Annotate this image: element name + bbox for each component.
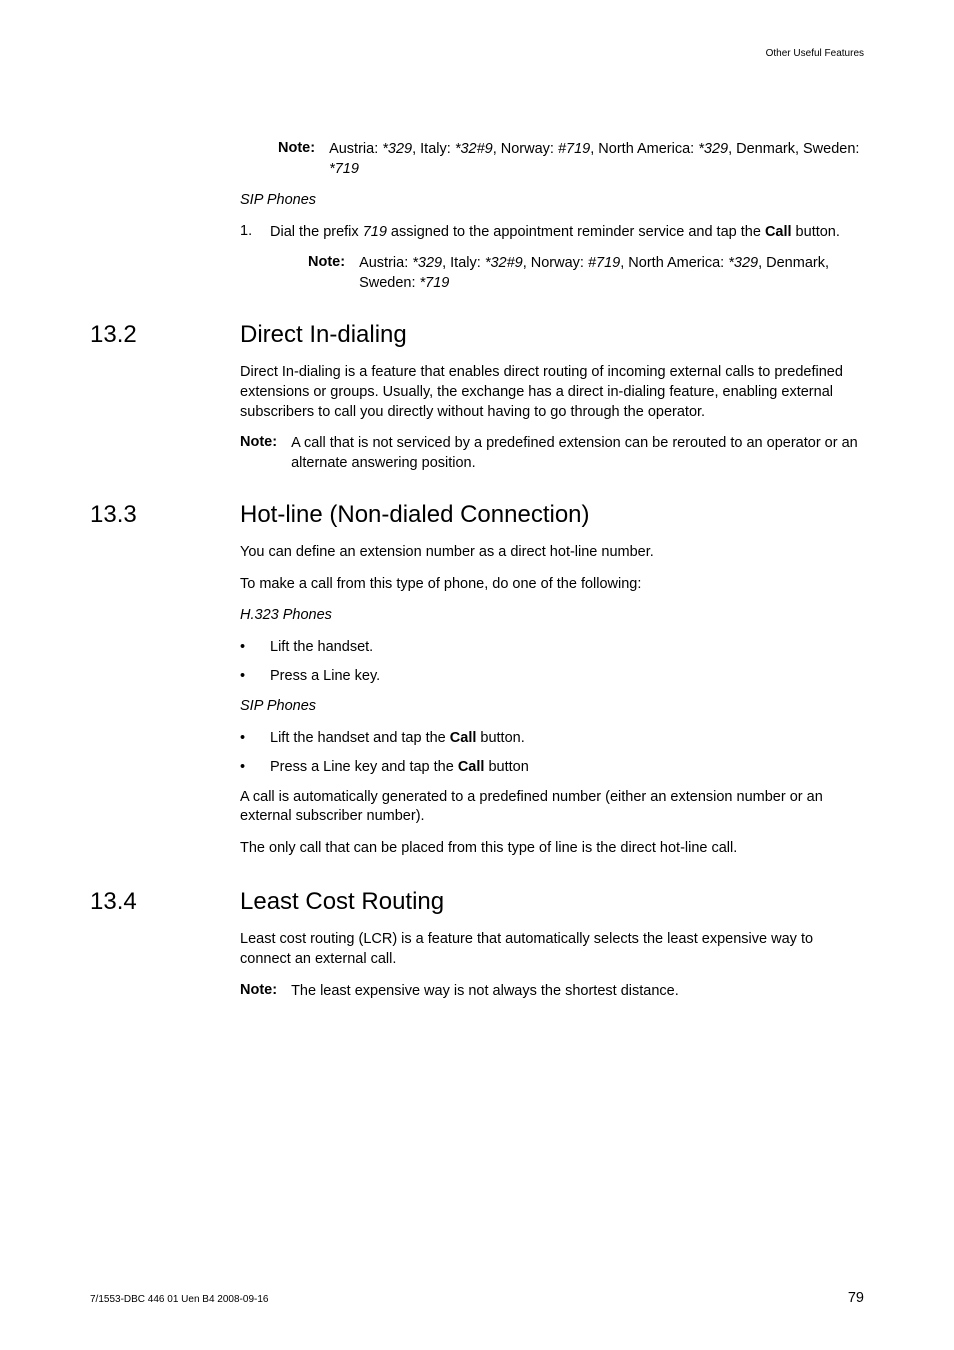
paragraph: Least cost routing (LCR) is a feature th… bbox=[240, 930, 864, 969]
numbered-step: 1. Dial the prefix 719 assigned to the a… bbox=[240, 223, 864, 243]
note-body: Austria: *329, Italy: *32#9, Norway: #71… bbox=[359, 254, 864, 293]
footer-left: 7/1553-DBC 446 01 Uen B4 2008-09-16 bbox=[90, 1294, 268, 1305]
section-number: 13.4 bbox=[90, 888, 240, 916]
paragraph: You can define an extension number as a … bbox=[240, 543, 864, 563]
section-heading: 13.2 Direct In-dialing bbox=[90, 321, 864, 349]
text: Dial the prefix bbox=[270, 224, 363, 240]
bullet-body: Lift the handset. bbox=[270, 638, 373, 658]
note-body: Austria: *329, Italy: *32#9, Norway: #71… bbox=[329, 140, 864, 179]
section-number: 13.3 bbox=[90, 501, 240, 529]
sip-phones-heading: SIP Phones bbox=[240, 191, 864, 211]
note-block: Note: The least expensive way is not alw… bbox=[240, 982, 864, 1002]
bold: Call bbox=[458, 759, 485, 775]
section-heading: 13.4 Least Cost Routing bbox=[90, 888, 864, 916]
note-label: Note: bbox=[240, 434, 277, 473]
text: Austria: bbox=[329, 141, 382, 157]
note-body: The least expensive way is not always th… bbox=[291, 982, 679, 1002]
section-heading: 13.3 Hot-line (Non-dialed Connection) bbox=[90, 501, 864, 529]
text: Lift the handset and tap the bbox=[270, 730, 450, 746]
section-title: Direct In-dialing bbox=[240, 321, 407, 349]
text: button. bbox=[476, 730, 524, 746]
note-body: A call that is not serviced by a predefi… bbox=[291, 434, 864, 473]
bullet-item: • Press a Line key. bbox=[240, 667, 864, 687]
bullet-item: • Press a Line key and tap the Call butt… bbox=[240, 758, 864, 778]
page: Other Useful Features Note: Austria: *32… bbox=[0, 0, 954, 1350]
bullet-body: Lift the handset and tap the Call button… bbox=[270, 729, 525, 749]
paragraph: Direct In-dialing is a feature that enab… bbox=[240, 363, 864, 422]
code: *719 bbox=[420, 275, 450, 291]
text: Austria: bbox=[359, 255, 412, 271]
text: button. bbox=[792, 224, 840, 240]
paragraph: The only call that can be placed from th… bbox=[240, 839, 864, 859]
code: #719 bbox=[558, 141, 590, 157]
section-title: Hot-line (Non-dialed Connection) bbox=[240, 501, 590, 529]
h323-phones-heading: H.323 Phones bbox=[240, 606, 864, 626]
note-label: Note: bbox=[240, 982, 277, 1002]
code: *329 bbox=[382, 141, 412, 157]
code: *719 bbox=[329, 161, 359, 177]
bullet-item: • Lift the handset. bbox=[240, 638, 864, 658]
bullet-marker: • bbox=[240, 667, 270, 687]
text: , Italy: bbox=[442, 255, 485, 271]
step-number: 1. bbox=[240, 223, 270, 243]
paragraph: A call is automatically generated to a p… bbox=[240, 788, 864, 827]
note-block: Note: Austria: *329, Italy: *32#9, Norwa… bbox=[308, 254, 864, 293]
code: #719 bbox=[588, 255, 620, 271]
bold: Call bbox=[450, 730, 477, 746]
text: Press a Line key and tap the bbox=[270, 759, 458, 775]
page-number: 79 bbox=[848, 1290, 864, 1306]
text: , North America: bbox=[620, 255, 728, 271]
content-area: Note: Austria: *329, Italy: *32#9, Norwa… bbox=[240, 140, 864, 1001]
code: *329 bbox=[412, 255, 442, 271]
bullet-marker: • bbox=[240, 729, 270, 749]
bullet-body: Press a Line key and tap the Call button bbox=[270, 758, 529, 778]
step-body: Dial the prefix 719 assigned to the appo… bbox=[270, 223, 840, 243]
section-number: 13.2 bbox=[90, 321, 240, 349]
note-label: Note: bbox=[278, 140, 315, 179]
footer: 7/1553-DBC 446 01 Uen B4 2008-09-16 79 bbox=[90, 1290, 864, 1306]
bullet-item: • Lift the handset and tap the Call butt… bbox=[240, 729, 864, 749]
paragraph: To make a call from this type of phone, … bbox=[240, 575, 864, 595]
bullet-body: Press a Line key. bbox=[270, 667, 380, 687]
bold: Call bbox=[765, 224, 792, 240]
bullet-marker: • bbox=[240, 638, 270, 658]
code: *32#9 bbox=[455, 141, 493, 157]
section-title: Least Cost Routing bbox=[240, 888, 444, 916]
sip-phones-heading: SIP Phones bbox=[240, 697, 864, 717]
code: 719 bbox=[363, 224, 387, 240]
text: , Denmark, Sweden: bbox=[728, 141, 859, 157]
note-block: Note: A call that is not serviced by a p… bbox=[240, 434, 864, 473]
bullet-marker: • bbox=[240, 758, 270, 778]
code: *32#9 bbox=[485, 255, 523, 271]
note-block: Note: Austria: *329, Italy: *32#9, Norwa… bbox=[278, 140, 864, 179]
running-header: Other Useful Features bbox=[766, 48, 864, 59]
code: *329 bbox=[698, 141, 728, 157]
text: , Norway: bbox=[523, 255, 588, 271]
text: assigned to the appointment reminder ser… bbox=[387, 224, 765, 240]
text: , Italy: bbox=[412, 141, 455, 157]
text: , North America: bbox=[590, 141, 698, 157]
code: *329 bbox=[728, 255, 758, 271]
text: , Norway: bbox=[493, 141, 558, 157]
text: button bbox=[484, 759, 528, 775]
note-label: Note: bbox=[308, 254, 345, 293]
